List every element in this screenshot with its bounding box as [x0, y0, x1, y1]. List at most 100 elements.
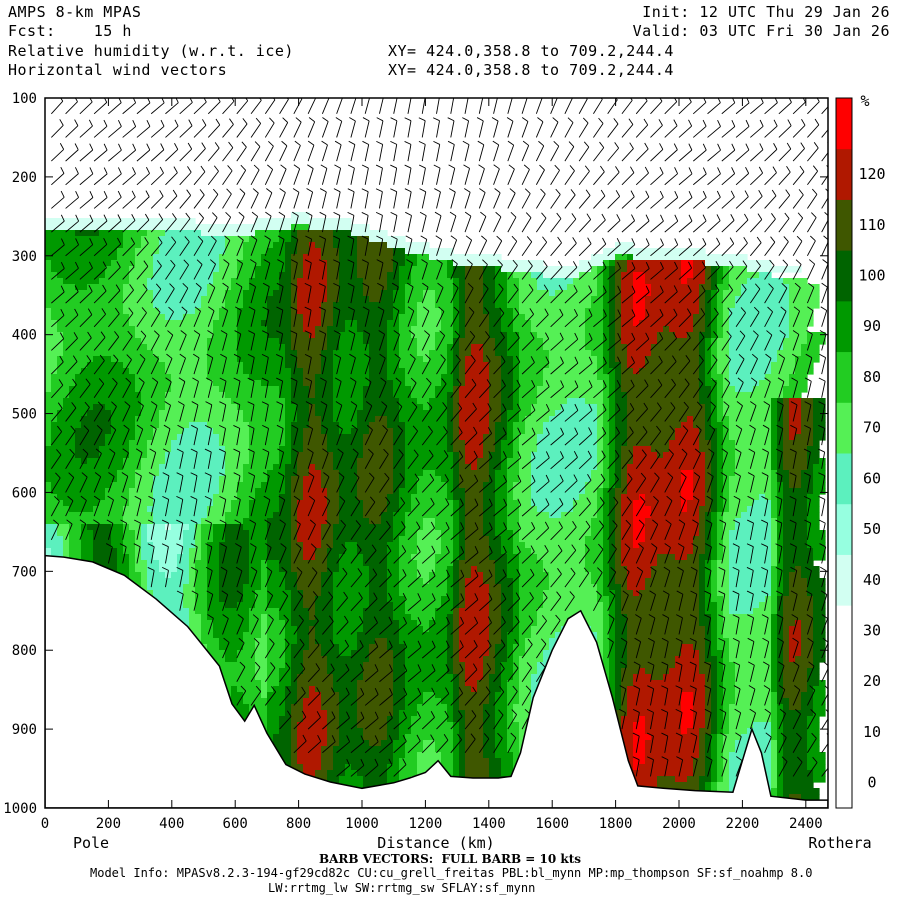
- wind-barb: [108, 220, 122, 233]
- rh-cell: [57, 524, 70, 531]
- rh-cell: [99, 278, 130, 285]
- rh-cell: [453, 332, 460, 339]
- rh-cell: [405, 524, 424, 531]
- rh-cell: [219, 548, 250, 555]
- rh-cell: [633, 320, 640, 327]
- rh-cell: [483, 494, 496, 501]
- rh-cell: [609, 662, 616, 669]
- rh-cell: [291, 374, 304, 381]
- rh-cell: [465, 530, 484, 537]
- rh-cell: [495, 278, 508, 285]
- rh-cell: [729, 272, 760, 279]
- rh-cell: [723, 608, 730, 615]
- wind-barb-flag: [93, 519, 100, 524]
- wind-barb-flag: [89, 143, 94, 151]
- rh-cell: [201, 632, 214, 639]
- rh-cell: [615, 692, 622, 699]
- wind-barb-flag: [233, 425, 240, 429]
- rh-cell: [639, 368, 700, 375]
- rh-cell: [405, 302, 418, 309]
- rh-cell: [417, 344, 436, 351]
- wind-barb-flag: [132, 119, 137, 127]
- rh-cell: [711, 542, 718, 549]
- rh-cell: [627, 644, 682, 651]
- rh-cell: [609, 428, 616, 435]
- rh-cell: [291, 662, 304, 669]
- rh-cell: [387, 716, 400, 723]
- rh-cell: [717, 740, 724, 747]
- rh-cell: [453, 620, 460, 627]
- rh-cell: [633, 524, 646, 531]
- rh-cell: [123, 536, 136, 543]
- rh-cell: [483, 446, 496, 453]
- wind-barb-flag: [96, 425, 103, 431]
- rh-cell: [129, 320, 214, 327]
- rh-cell: [261, 560, 268, 567]
- rh-cell: [723, 308, 730, 315]
- rh-cell: [459, 278, 466, 285]
- rh-cell: [783, 674, 808, 681]
- rh-cell: [591, 530, 604, 537]
- rh-cell: [495, 668, 502, 675]
- rh-cell: [291, 332, 310, 339]
- rh-cell: [771, 416, 778, 423]
- rh-cell: [723, 620, 772, 627]
- rh-cell: [495, 470, 508, 477]
- rh-cell: [777, 686, 784, 693]
- rh-cell: [207, 590, 220, 597]
- rh-cell: [483, 734, 496, 741]
- rh-cell: [369, 596, 388, 603]
- rh-cell: [453, 608, 460, 615]
- rh-cell: [189, 626, 202, 633]
- wind-barb-flag: [192, 353, 200, 359]
- rh-cell: [333, 380, 370, 387]
- rh-cell: [267, 644, 286, 651]
- rh-cell: [213, 530, 226, 537]
- wind-barb: [65, 430, 76, 446]
- rh-cell: [711, 764, 718, 771]
- rh-cell: [129, 278, 148, 285]
- rh-cell: [441, 548, 454, 555]
- rh-cell: [267, 704, 286, 711]
- rh-cell: [333, 572, 370, 579]
- wind-barb: [207, 124, 221, 138]
- rh-cell: [609, 284, 616, 291]
- rh-cell: [723, 692, 736, 699]
- rh-cell: [285, 620, 292, 627]
- wind-barb-flag: [69, 448, 75, 455]
- rh-cell: [609, 650, 616, 657]
- rh-cell: [243, 590, 256, 597]
- rh-cell: [495, 728, 508, 735]
- wind-barb-flag: [133, 543, 141, 548]
- rh-cell: [249, 620, 262, 627]
- rh-cell: [711, 686, 718, 693]
- wind-barb-flag: [82, 448, 89, 455]
- rh-cell: [243, 584, 262, 591]
- rh-cell: [615, 524, 622, 531]
- rh-cell: [699, 512, 706, 519]
- rh-cell: [459, 512, 466, 519]
- rh-cell: [147, 524, 166, 531]
- rh-cell: [405, 512, 454, 519]
- rh-cell: [141, 530, 148, 537]
- rh-cell: [813, 404, 826, 411]
- rh-cell: [759, 272, 772, 279]
- rh-cell: [447, 494, 454, 501]
- rh-cell: [597, 464, 604, 471]
- rh-cell: [771, 590, 778, 597]
- rh-cell: [465, 326, 490, 333]
- rh-cell: [723, 464, 736, 471]
- wind-barb: [236, 428, 241, 446]
- rh-cell: [315, 638, 334, 645]
- rh-cell: [159, 248, 226, 255]
- rh-cell: [315, 686, 334, 693]
- rh-cell: [237, 602, 256, 609]
- rh-cell: [783, 644, 790, 651]
- rh-cell: [489, 332, 508, 339]
- rh-cell: [585, 308, 604, 315]
- wind-barb: [264, 571, 273, 588]
- wind-barb-flag: [276, 424, 284, 429]
- rh-cell: [357, 770, 388, 777]
- rh-cell: [207, 542, 220, 549]
- rh-cell: [693, 758, 706, 765]
